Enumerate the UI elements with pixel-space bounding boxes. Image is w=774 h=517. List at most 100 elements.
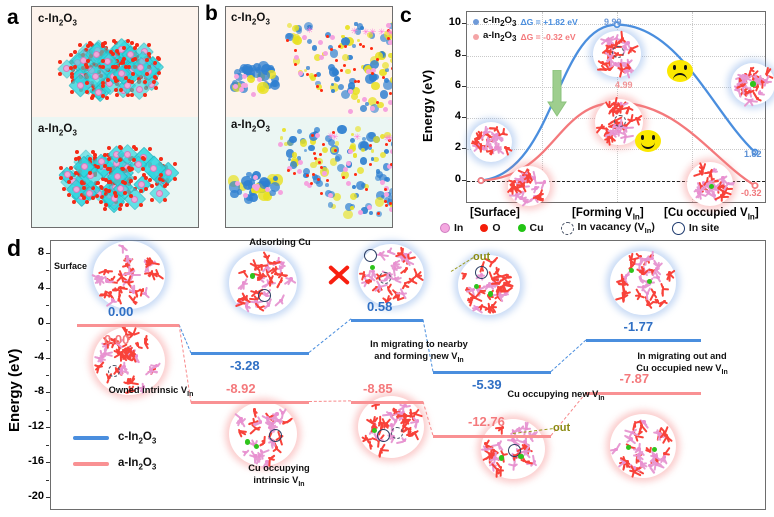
cu-atom-marker [628,267,635,273]
value-blue-peak: 9.99 [604,17,622,27]
atom-label-site: In site [688,222,720,235]
atom-label-vacancy: In vacancy (VIn) [577,221,655,236]
value-red-end: -0.32 [741,188,762,198]
atom-label-o: O [492,222,501,235]
molecular-structure [470,122,513,162]
molecular-structure [358,396,424,458]
atom-legend-in: In [440,222,463,234]
panel-d-ytick: -16 [28,455,44,468]
value-blue-end: 1.82 [744,149,762,159]
molecular-structure [358,244,424,306]
panel-a-crystal-art [32,7,198,227]
energy-value-red: 0.00 [104,331,130,347]
energy-value-blue: -1.77 [623,319,654,335]
energy-level [351,318,423,322]
molecular-structure [229,251,297,315]
stage-label-in-migrating-nearby: In migrating to nearby and forming new VI… [370,339,468,364]
panel-d-ytick: -8 [34,385,44,398]
energy-level [433,434,551,438]
atom-label-in: In [454,222,464,235]
in-site-icon [671,221,685,235]
panel-a-bottom-label: a-In2O3 [38,123,77,137]
energy-value-red: -8.92 [226,381,256,397]
label-text-b-bot: a-In2O3 [231,119,271,134]
in-site-marker [377,429,391,443]
in-vacancy-marker [107,364,120,377]
level-connector [308,400,352,403]
molecular-structure [506,166,550,207]
xcat-surface: [Surface] [470,207,520,219]
panel-c-plot: 9.99 4.99 1.82 -0.32 c-In2O3 ΔG = +1.82 … [466,11,774,207]
cu-atom-icon [517,224,526,233]
panel-c-ytick: 6 [454,78,461,91]
o-atom-icon [480,224,489,233]
molecular-structure [610,250,676,315]
molecular-structure [481,419,545,479]
molecular-structure [687,162,736,206]
cu-atom-marker [370,264,376,270]
legend-bar-red-icon [73,462,109,466]
out-label-bottom: out [553,422,571,434]
value-red-peak: 4.99 [615,80,633,90]
cu-atom-marker [499,455,505,461]
panel-d-plot: Surface out out Adsorbing Cu Owned intri… [50,237,766,510]
cu-atom-marker [625,445,631,451]
panel-c-letter: c [400,4,412,27]
in-vacancy-marker [390,426,403,439]
energy-level [433,370,551,374]
legend-text-blue: c-In2O3 [118,431,157,446]
stage-label-cu-occupying-intrinsic: Cu occupying intrinsic VIn [248,463,310,488]
panel-c-ytick: 0 [454,172,461,185]
legend-label-blue: c-In2O3 [483,15,517,28]
panel-c-ytick: 4 [454,110,461,123]
panel-c-ytick: 10 [448,16,461,29]
stage-label-cu-occupying-new: Cu occupying new VIn [507,389,605,402]
panel-c-ytick: 8 [454,47,461,60]
cu-atom-marker [708,183,714,189]
legend-dg-red: ΔG = -0.32 eV [520,32,576,43]
in-site-marker [507,443,521,457]
molecular-structure [593,30,641,79]
molecular-structure [731,63,774,108]
panel-b-charge-density-art: ✳✳✳✳✳✳✳✳✳✳✳✳✳✳ [226,7,392,227]
cu-atom-marker [245,439,251,445]
atom-legend-cu: Cu [517,222,544,234]
energy-level [191,352,309,356]
panel-d-legend-red: a-In2O3 [73,457,156,471]
panel-d-letter: d [7,235,22,261]
label-text-a-bot: a-In2O3 [38,123,78,138]
stage-label-in-migrating-out: In migrating out and Cu occupied new VIn [636,351,728,376]
panel-a-box: c-In2O3 a-In2O3 [31,6,199,228]
cu-atom-marker [518,453,524,460]
energy-value-blue: -3.28 [230,358,260,374]
in-vacancy-marker [379,271,392,284]
green-down-arrow-icon [547,69,567,123]
xcat-occupied: [Cu occupied VIn] [664,207,759,222]
label-text-a-top: c-In2O3 [38,13,78,28]
stage-label-owned-intrinsic: Owned intrinsic VIn [108,385,194,398]
energy-level [586,339,701,343]
panel-b-box: c-In2O3 a-In2O3 ✳✳✳✳✳✳✳✳✳✳✳✳✳✳ [225,6,393,228]
legend-dg-blue: ΔG = +1.82 eV [520,17,578,28]
legend-row-c: c-In2O3 ΔG = +1.82 eV [473,15,578,30]
atom-legend: In O Cu In vacancy (VIn) In site [440,221,736,235]
panel-a-letter: a [7,6,19,29]
surface-label: Surface [54,261,88,271]
stage-label-adsorbing-cu: Adsorbing Cu [249,237,311,247]
out-label-top: out [473,251,491,263]
energy-value-blue: 0.00 [108,303,134,319]
level-connector [422,401,434,436]
zero-energy-line [467,180,765,182]
legend-text-red: a-In2O3 [118,457,157,472]
in-site-marker [474,266,488,279]
energy-level [351,400,423,404]
atom-legend-o: O [480,222,501,235]
in-vacancy-icon [560,221,574,235]
panel-d-legend-blue: c-In2O3 [73,431,156,445]
cu-atom-marker [474,283,480,290]
cu-atom-marker [750,81,756,87]
molecular-structure [458,255,520,315]
legend-dot-red-icon [473,34,479,41]
cu-atom-marker [647,278,653,284]
